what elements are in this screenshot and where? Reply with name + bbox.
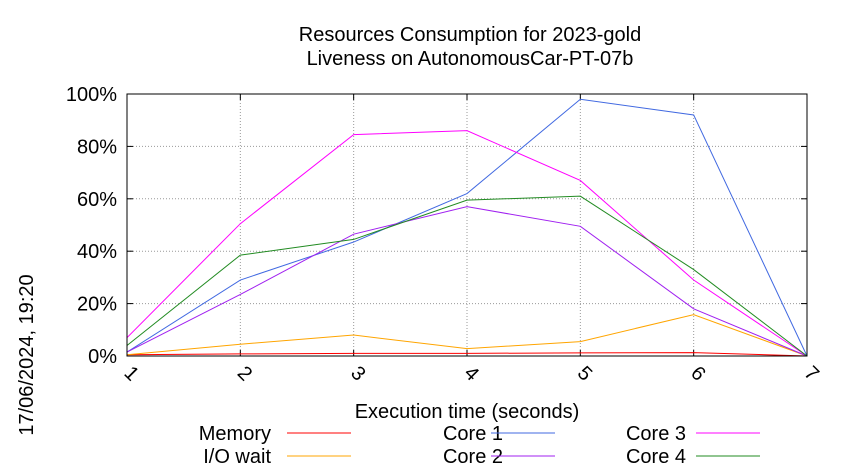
series-line-core-4: [126, 195, 808, 357]
data-series: [126, 98, 808, 357]
y-tick-label: 0%: [88, 346, 117, 368]
series-line-core-1: [126, 98, 808, 357]
x-tick-label: 5: [573, 362, 596, 385]
plot-frame: [126, 93, 808, 357]
legend-label-core-1: Core 1: [443, 423, 503, 445]
x-tick-label: 3: [346, 362, 369, 385]
chart-title-line-2: Liveness on AutonomousCar-PT-07b: [307, 48, 634, 70]
x-tick-label: 1: [120, 362, 143, 385]
y-tick-label: 80%: [77, 136, 117, 158]
series-line-core-3: [126, 130, 808, 357]
legend-label-core-2: Core 2: [443, 446, 503, 468]
legend-label-i-o-wait: I/O wait: [203, 446, 271, 468]
legend-label-core-4: Core 4: [626, 446, 686, 468]
x-tick-label: 4: [460, 362, 483, 385]
series-line-core-2: [126, 206, 808, 357]
y-tick-label: 40%: [77, 241, 117, 263]
y-tick-label: 100%: [66, 84, 117, 106]
y-axis-ticks: 0% 20% 40% 60% 80% 100%: [66, 84, 807, 368]
grid-lines: [127, 94, 807, 356]
y-tick-label: 60%: [77, 189, 117, 211]
legend-label-core-3: Core 3: [626, 423, 686, 445]
y-tick-label: 20%: [77, 294, 117, 316]
series-line-i-o-wait: [126, 314, 808, 357]
x-tick-label: 7: [800, 362, 823, 385]
x-tick-label: 6: [686, 362, 709, 385]
chart-title-line-1: Resources Consumption for 2023-gold: [299, 24, 641, 46]
timestamp-label: 17/06/2024, 19:20: [16, 274, 38, 435]
series-line-memory: [126, 352, 808, 357]
x-axis-label: Execution time (seconds): [355, 401, 580, 423]
x-tick-label: 2: [233, 362, 256, 385]
legend-label-memory: Memory: [199, 423, 271, 445]
